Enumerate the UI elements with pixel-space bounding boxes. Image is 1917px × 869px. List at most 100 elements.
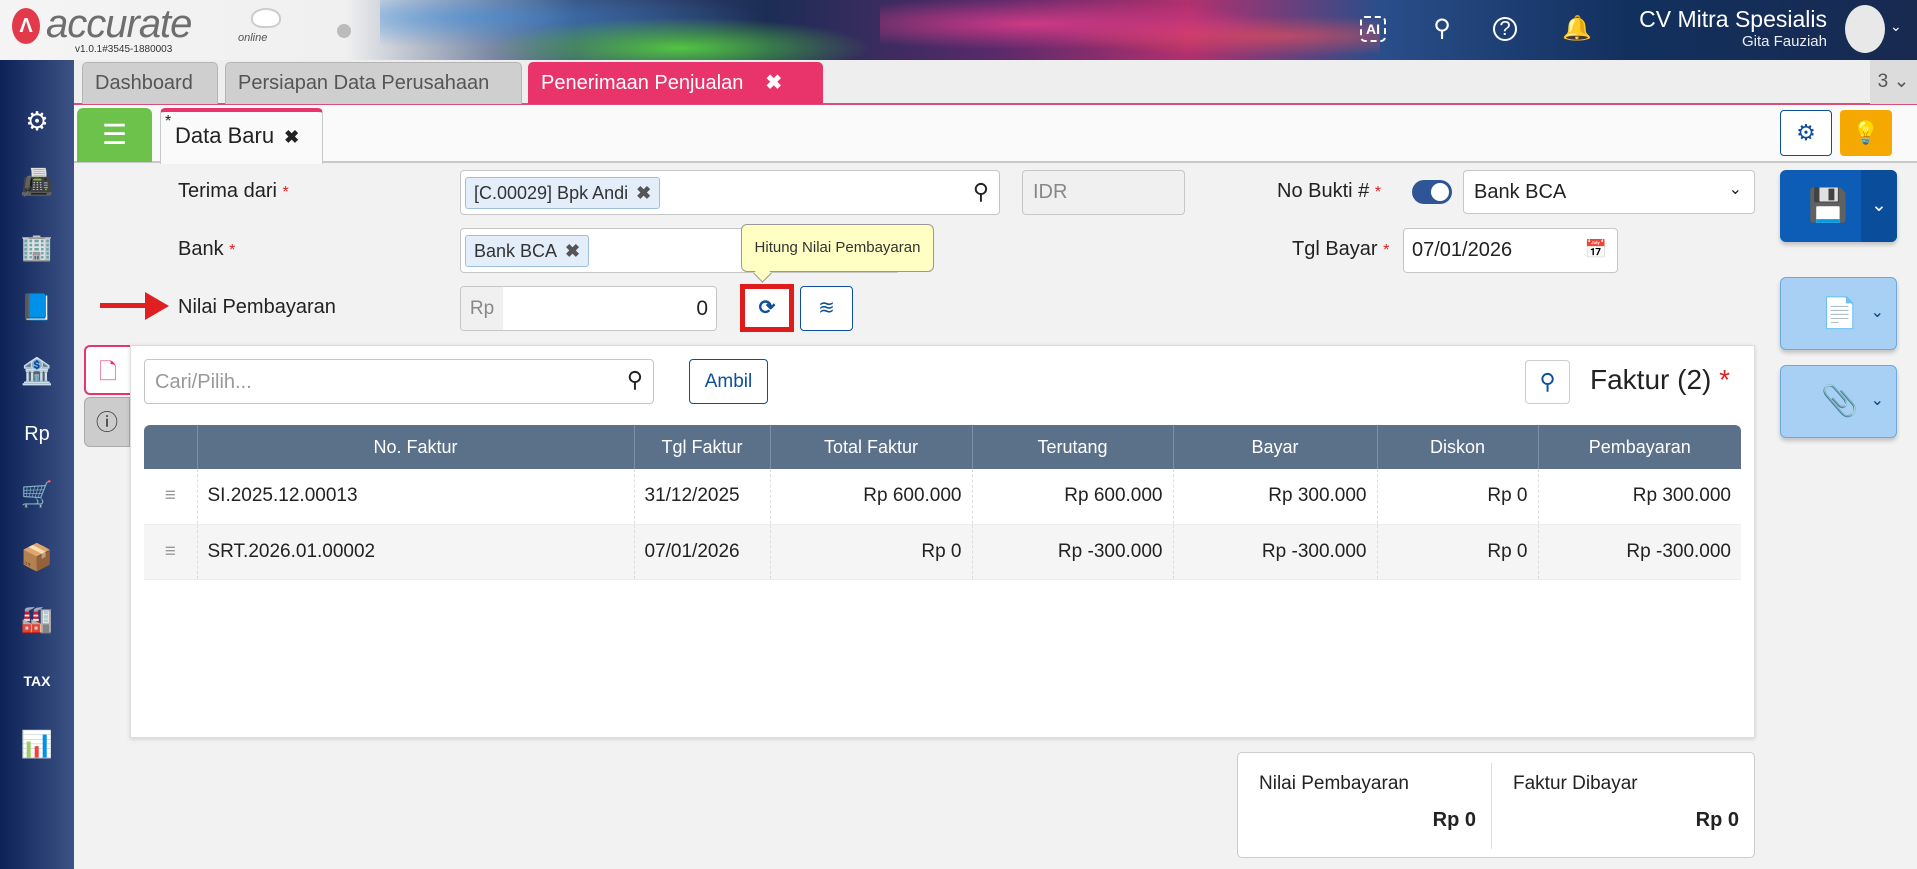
remove-icon[interactable]: ✖ [565, 241, 581, 261]
bell-icon[interactable]: 🔔 [1562, 15, 1592, 42]
tab-faktur[interactable]: 🗋 [84, 345, 130, 395]
tab-persiapan-data[interactable]: Persiapan Data Perusahaan [225, 62, 522, 104]
chevron-down-icon[interactable]: ⌄ [1861, 170, 1897, 242]
report-icon[interactable]: 📊 [20, 729, 54, 759]
nilai-pembayaran-label: Nilai Pembayaran [178, 296, 336, 318]
currency-field: IDR [1022, 170, 1185, 215]
trolley-icon[interactable]: 📦 [20, 542, 54, 572]
remove-icon[interactable]: ✖ [636, 183, 652, 203]
building-icon[interactable]: 🏢 [20, 232, 54, 262]
summary-nilai-value: Rp 0 [1432, 809, 1476, 831]
lightbulb-icon: 💡 [1852, 120, 1880, 145]
document-button[interactable]: 📄 ⌄ [1780, 277, 1897, 350]
tgl-bayar-field[interactable]: 07/01/2026 📅 [1403, 228, 1618, 273]
company-name[interactable]: CV Mitra Spesialis [1639, 6, 1827, 32]
bayar: Rp -300.000 [1172, 524, 1377, 580]
tab-label: Penerimaan Penjualan [541, 72, 744, 94]
currency-prefix: Rp [461, 287, 503, 330]
banner-decoration [880, 0, 1380, 60]
tooltip: Hitung Nilai Pembayaran [741, 224, 934, 272]
attachment-button[interactable]: 📎 ⌄ [1780, 365, 1897, 438]
ambil-button[interactable]: Ambil [689, 359, 768, 404]
customer-chip: [C.00029] Bpk Andi ✖ [465, 177, 661, 209]
column-header[interactable]: Bayar [1172, 425, 1377, 469]
no-bukti-label: No Bukti # * [1277, 180, 1382, 202]
nilai-pembayaran-field[interactable]: Rp 0 [460, 286, 717, 331]
tab-info[interactable]: ⓘ [84, 397, 130, 447]
pembayaran: Rp 300.000 [1537, 469, 1741, 525]
drag-handle-icon[interactable]: ≡ [144, 469, 197, 525]
save-icon: 💾 [1808, 187, 1848, 223]
table-row[interactable]: ≡ SI.2025.12.00013 31/12/2025 Rp 600.000… [144, 469, 1741, 525]
search-icon: ⚲ [626, 367, 643, 392]
close-icon[interactable]: ✖ [284, 127, 300, 147]
tab-label: Data Baru [175, 123, 275, 148]
document-icon: 📄 [1821, 297, 1859, 330]
faktur-search-button[interactable]: ⚲ [1525, 360, 1570, 404]
tab-count: 3 [1877, 71, 1889, 92]
tab-count-dropdown[interactable]: 3 ⌄ [1870, 60, 1917, 104]
diskon: Rp 0 [1376, 469, 1538, 525]
calendar-icon[interactable]: 📅 [1584, 239, 1607, 259]
terima-dari-label: Terima dari * [178, 180, 289, 202]
faktur-table: No. Faktur Tgl Faktur Total Faktur Terut… [144, 425, 1741, 580]
column-header[interactable]: Pembayaran [1537, 425, 1741, 469]
sub-toolbar [74, 105, 1917, 163]
calculate-payment-button[interactable]: ⟳ [740, 284, 794, 332]
tips-button[interactable]: 💡 [1840, 110, 1892, 156]
tab-data-baru[interactable]: * Data Baru ✖ [160, 108, 323, 164]
layers-icon: ≋ [818, 297, 835, 319]
column-header[interactable]: Total Faktur [769, 425, 972, 469]
auto-number-toggle[interactable] [1412, 180, 1452, 204]
factory-icon[interactable]: 🏭 [20, 604, 54, 634]
search-icon: ⚲ [1539, 369, 1556, 394]
book-icon[interactable]: 📘 [20, 292, 54, 322]
cart-icon[interactable]: 🛒 [20, 479, 54, 509]
gear-icon[interactable]: ⚙ [25, 106, 49, 136]
chevron-down-icon[interactable]: ⌄ [1890, 18, 1902, 34]
tab-label: Dashboard [95, 72, 193, 94]
faktur-search-input[interactable]: Cari/Pilih... ⚲ [144, 359, 654, 404]
divider [1491, 763, 1492, 849]
chevron-down-icon: ⌄ [1728, 181, 1742, 198]
money-bag-icon[interactable]: Rp [24, 423, 50, 445]
logo: accurate [46, 2, 192, 46]
bank-label: Bank * [178, 238, 236, 260]
help-icon[interactable]: ? [1493, 17, 1517, 41]
status-dot [337, 24, 351, 38]
faktur-title: Faktur (2) * [1590, 364, 1731, 395]
tab-penerimaan-penjualan[interactable]: Penerimaan Penjualan ✖ [528, 62, 823, 104]
list-button[interactable]: ☰ [77, 108, 152, 162]
user-name[interactable]: Gita Fauziah [1741, 33, 1827, 50]
avatar[interactable] [1845, 5, 1885, 53]
table-header: No. Faktur Tgl Faktur Total Faktur Terut… [144, 425, 1741, 469]
sidebar [0, 60, 74, 869]
no-faktur: SRT.2026.01.00002 [196, 524, 634, 580]
info-icon: ⓘ [95, 410, 118, 435]
customer-field[interactable]: [C.00029] Bpk Andi ✖ ⚲ [460, 170, 1000, 215]
settings-button[interactable]: ⚙ [1780, 110, 1832, 156]
drag-handle-icon[interactable]: ≡ [144, 524, 197, 580]
column-header[interactable]: No. Faktur [196, 425, 634, 469]
pembayaran: Rp -300.000 [1537, 524, 1741, 580]
search-icon[interactable]: ⚲ [1433, 15, 1451, 42]
fax-icon[interactable]: 📠 [20, 167, 54, 197]
tax-icon[interactable]: TAX [23, 673, 51, 689]
annotation-arrow-head [145, 292, 169, 320]
no-bukti-select[interactable]: Bank BCA ⌄ [1463, 170, 1755, 214]
tgl-bayar-label: Tgl Bayar * [1292, 238, 1390, 260]
search-icon[interactable]: ⚲ [972, 179, 989, 204]
column-header[interactable]: Tgl Faktur [633, 425, 770, 469]
column-header[interactable]: Diskon [1376, 425, 1538, 469]
column-header[interactable]: Terutang [971, 425, 1173, 469]
table-row[interactable]: ≡ SRT.2026.01.00002 07/01/2026 Rp 0 Rp -… [144, 524, 1741, 580]
layers-button[interactable]: ≋ [800, 286, 853, 331]
annotation-arrow [100, 303, 150, 308]
tab-label: Persiapan Data Perusahaan [238, 72, 490, 94]
ai-icon[interactable]: AI [1360, 16, 1386, 42]
handle-header [144, 425, 197, 469]
close-icon[interactable]: ✖ [765, 72, 783, 94]
bank-icon[interactable]: 🏦 [20, 356, 54, 386]
save-button[interactable]: 💾 ⌄ [1780, 170, 1897, 242]
tab-dashboard[interactable]: Dashboard [82, 62, 218, 104]
